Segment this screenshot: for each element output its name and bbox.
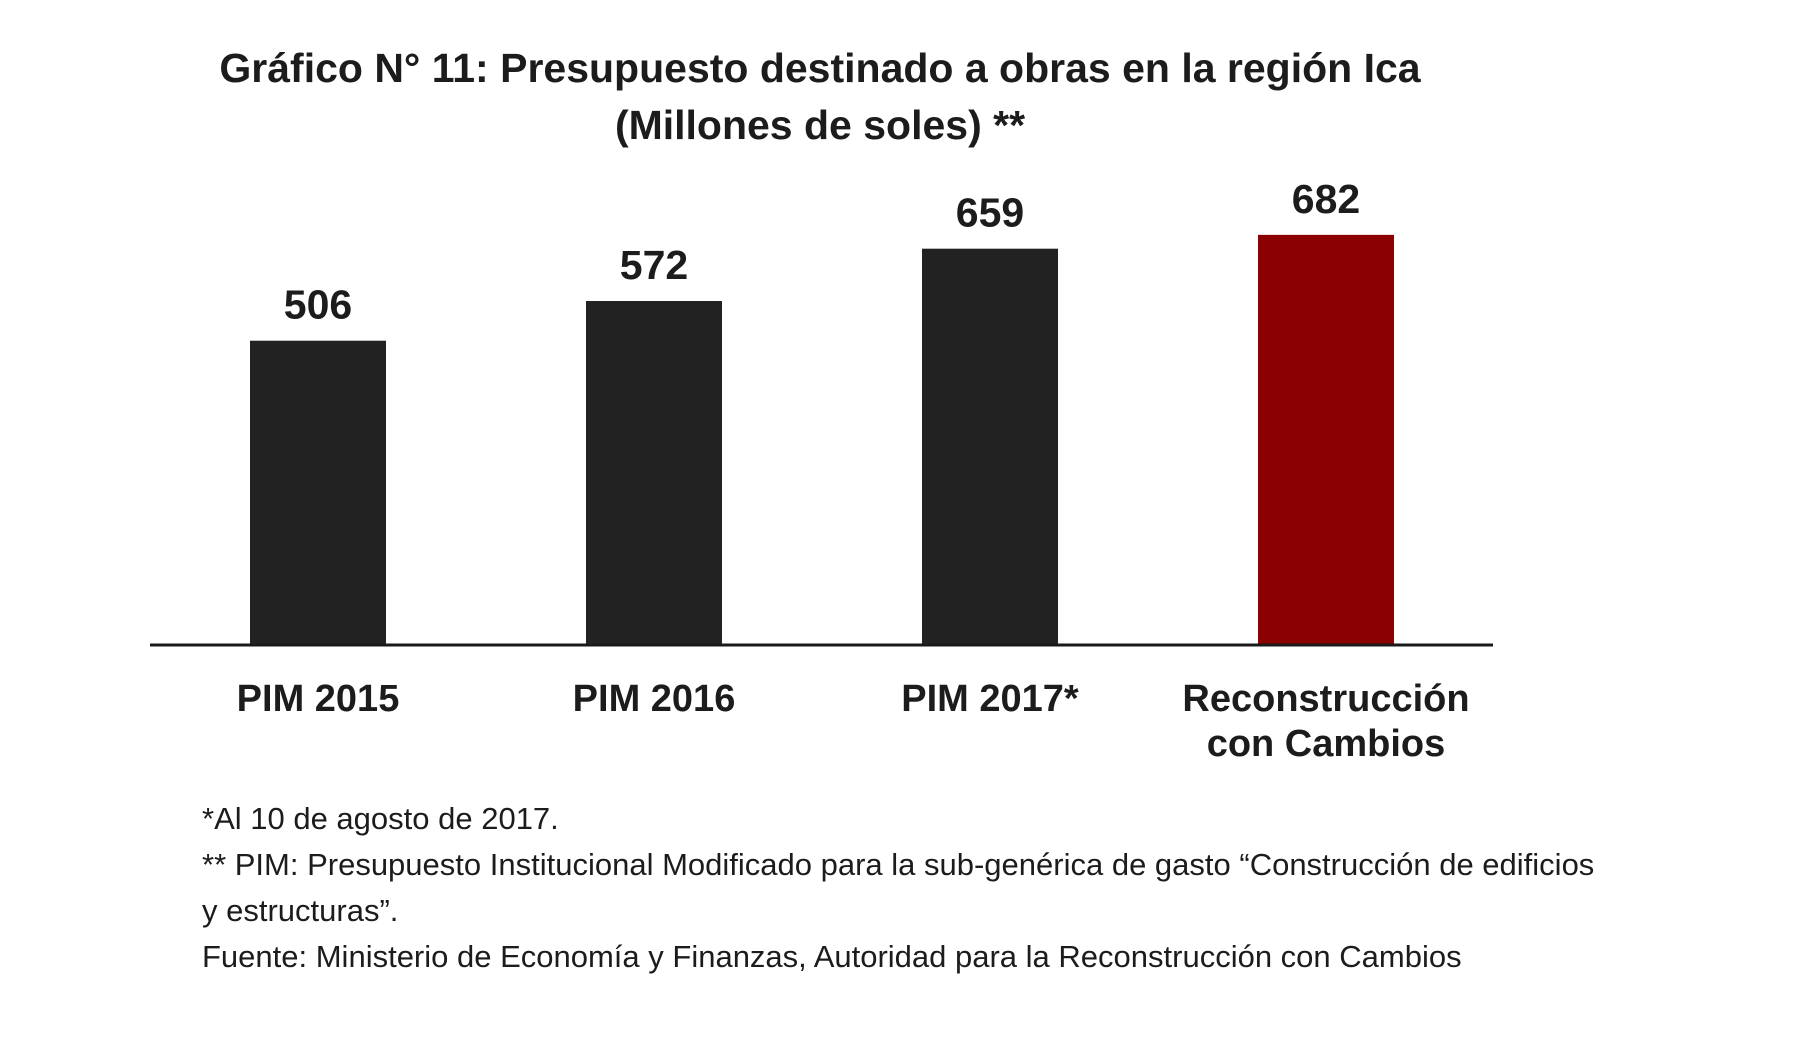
value-label-2: 572 [620,242,688,288]
chart-title: Gráfico N° 11: Presupuesto destinado a o… [0,40,1640,154]
category-label-4-line-2: con Cambios [1207,723,1446,765]
bars-group [250,234,1394,645]
bar-2 [586,301,722,645]
footnotes: *Al 10 de agosto de 2017. ** PIM: Presup… [202,796,1792,980]
value-label-4: 682 [1292,176,1360,222]
bar-3 [922,248,1058,645]
category-label-2: PIM 2016 [573,678,736,720]
footnote-pim-definition: ** PIM: Presupuesto Institucional Modifi… [202,847,1595,882]
bar-4 [1258,234,1394,645]
value-labels-group: 506 572 659 682 [284,176,1360,328]
bar-1 [250,340,386,645]
footnote-pim-definition-cont: y estructuras”. [202,893,399,928]
footnote-date: *Al 10 de agosto de 2017. [202,801,559,836]
bar-chart: 506 572 659 682 PIM 2015 PIM 2016 PIM 2017* Re… [150,176,1493,765]
chart-subtitle: (Millones de soles) ** [614,102,1026,148]
chart-title-main: Gráfico N° 11: Presupuesto destinado a o… [219,45,1421,91]
category-label-1: PIM 2015 [237,678,400,720]
value-label-3: 659 [956,190,1024,236]
category-labels-group: PIM 2015 PIM 2016 PIM 2017* Reconstrucciónc… [237,678,1470,765]
value-label-1: 506 [284,282,352,328]
category-label-3: PIM 2017* [901,678,1079,720]
category-label-4-line-1: Reconstrucción [1182,678,1469,720]
footnote-source: Fuente: Ministerio de Economía y Finanza… [202,939,1462,974]
